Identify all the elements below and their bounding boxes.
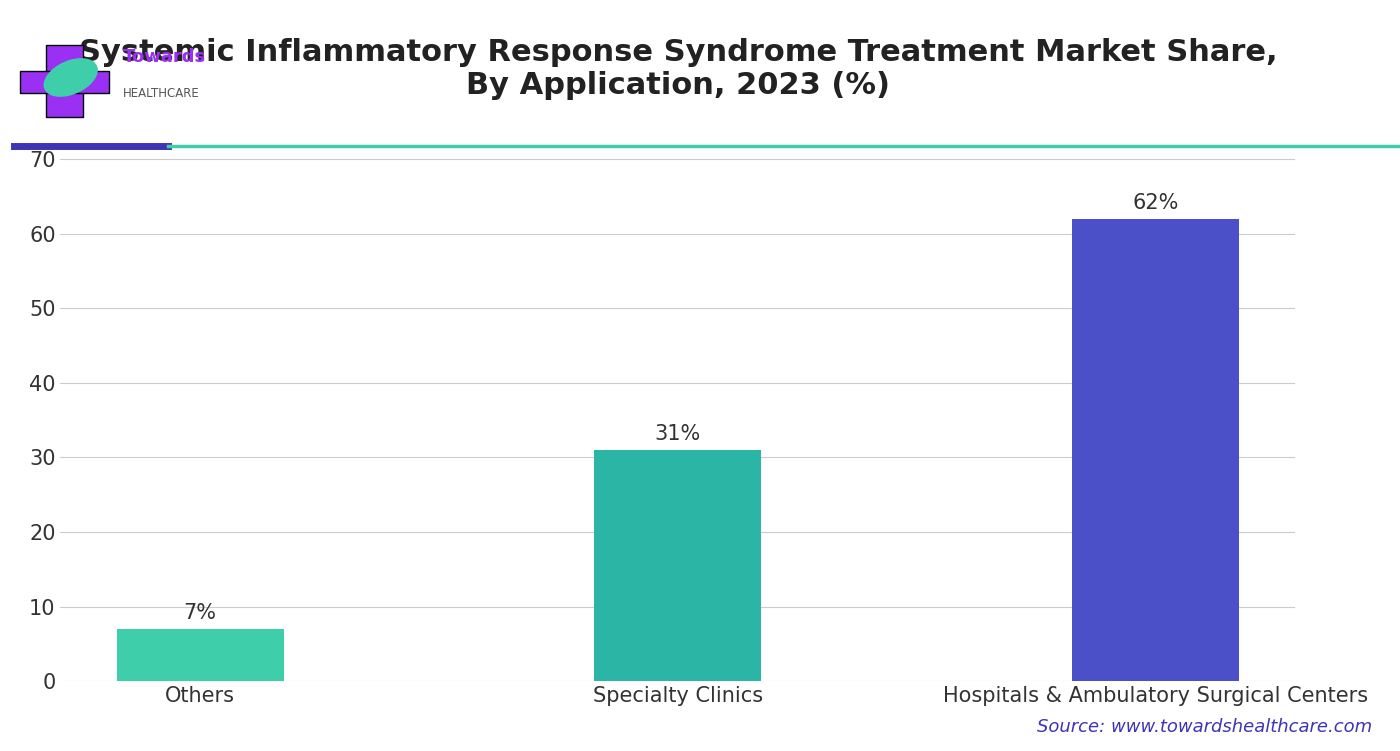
FancyBboxPatch shape <box>20 71 109 93</box>
FancyBboxPatch shape <box>45 45 84 117</box>
Text: 31%: 31% <box>655 424 701 444</box>
Bar <box>1072 219 1239 681</box>
Ellipse shape <box>43 58 98 97</box>
Text: Towards: Towards <box>123 48 206 66</box>
Text: 62%: 62% <box>1133 193 1179 213</box>
Text: Source: www.towardshealthcare.com: Source: www.towardshealthcare.com <box>1037 718 1372 736</box>
Text: 7%: 7% <box>183 603 217 623</box>
Title: Systemic Inflammatory Response Syndrome Treatment Market Share,
By Application, : Systemic Inflammatory Response Syndrome … <box>78 38 1277 100</box>
Bar <box>594 450 762 681</box>
Bar <box>116 629 284 681</box>
Text: HEALTHCARE: HEALTHCARE <box>123 86 200 100</box>
